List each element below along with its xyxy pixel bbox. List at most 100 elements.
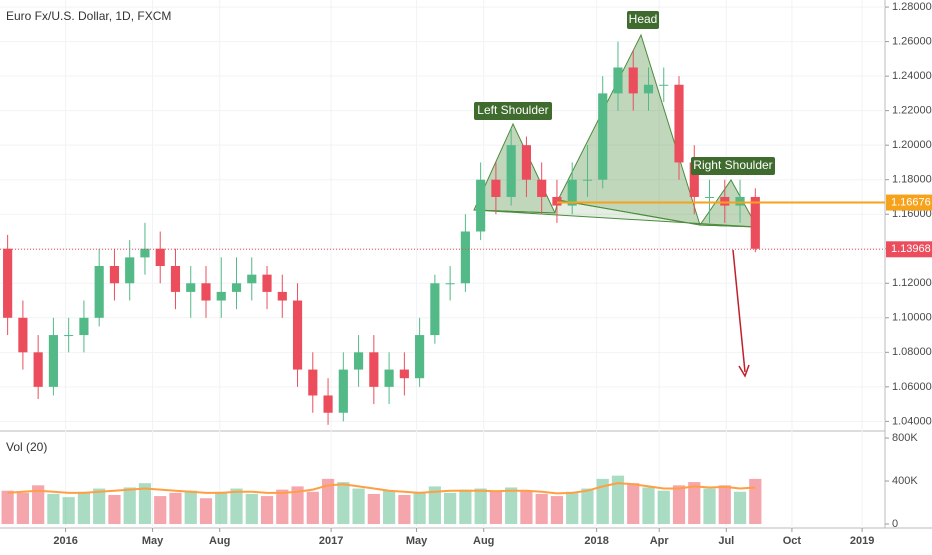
volume-bar — [733, 491, 747, 525]
axes: 1.040001.060001.080001.100001.120001.140… — [53, 1, 932, 547]
y-tick-label: 1.04000 — [892, 415, 932, 427]
volume-bar — [596, 478, 609, 525]
volume-bar — [489, 491, 503, 525]
candle-body — [109, 266, 120, 284]
volume-bar — [123, 487, 136, 525]
price-level-label: 1.16676 — [891, 196, 931, 208]
x-tick-label: May — [406, 535, 428, 547]
candle-body — [18, 317, 28, 353]
y-tick-label: 1.08000 — [892, 346, 932, 358]
candle-body — [476, 179, 486, 232]
volume-bar — [215, 491, 228, 525]
volume-panel — [1, 475, 762, 525]
candle-body — [582, 179, 593, 181]
volume-bar — [550, 496, 564, 525]
candle-body — [613, 67, 623, 94]
volume-bar — [138, 483, 152, 525]
vol-tick-label: 0 — [892, 518, 898, 530]
candle-body — [598, 93, 608, 180]
candle-body — [445, 283, 455, 285]
candle-body — [750, 196, 760, 249]
volume-bar — [688, 482, 701, 525]
volume-bar — [321, 478, 335, 525]
volume-bar — [260, 496, 274, 525]
volume-bar — [505, 487, 518, 525]
volume-ma — [7, 482, 756, 495]
x-tick-label: 2018 — [584, 535, 608, 547]
target-arrow — [732, 249, 746, 373]
volume-bar — [642, 487, 655, 525]
volume-bar — [245, 493, 258, 525]
volume-bar — [154, 496, 167, 525]
candle-body — [369, 352, 379, 387]
candle-body — [216, 291, 226, 301]
y-tick-label: 1.26000 — [892, 36, 932, 48]
volume-bar — [474, 488, 487, 525]
target-arrow-head — [738, 364, 750, 378]
candle-body — [643, 84, 654, 94]
candle-body — [704, 196, 715, 198]
volume-bar — [459, 489, 472, 525]
y-tick-label: 1.12000 — [892, 277, 932, 289]
y-tick-label: 1.28000 — [892, 1, 932, 13]
candle-body — [201, 283, 211, 301]
candle-body — [308, 369, 318, 396]
x-tick-label: Oct — [783, 535, 802, 547]
y-tick-label: 1.16000 — [892, 208, 932, 220]
price-level-box — [886, 194, 932, 211]
left-shoulder-label: Left Shoulder — [477, 103, 548, 117]
volume-bar — [581, 488, 594, 525]
candle-body — [323, 395, 333, 413]
y-tick-label: 1.06000 — [892, 381, 932, 393]
candle-body — [399, 369, 409, 379]
candle-body — [537, 179, 547, 197]
y-tick-label: 1.20000 — [892, 139, 932, 151]
price-level-label: 1.13968 — [891, 243, 931, 255]
volume-bar — [428, 486, 441, 525]
candle-body — [384, 369, 394, 387]
candle-body — [186, 283, 196, 292]
candle-body — [430, 283, 440, 336]
volume-label: Vol (20) — [6, 440, 47, 454]
candle-body — [48, 335, 58, 387]
x-tick-label: Aug — [209, 535, 230, 547]
candle-body — [552, 196, 562, 206]
x-tick-label: Jul — [718, 535, 734, 547]
volume-bar — [672, 485, 686, 525]
candle-body — [720, 196, 730, 206]
overlay: Head Left Shoulder Right Shoulder Euro F… — [0, 9, 885, 454]
candle-body — [140, 248, 150, 258]
volume-bar — [352, 488, 365, 525]
volume-bar — [199, 498, 213, 525]
volume-bar — [413, 491, 426, 525]
candle-body — [247, 274, 257, 284]
candle-body — [3, 248, 13, 318]
label-box — [627, 11, 659, 29]
y-tick-label: 1.22000 — [892, 105, 932, 117]
candle-body — [33, 352, 43, 387]
y-tick-label: 1.24000 — [892, 70, 932, 82]
candle-body — [506, 145, 516, 197]
volume-bar — [62, 497, 75, 525]
right-shoulder-label: Right Shoulder — [693, 158, 772, 172]
volume-bar — [749, 478, 762, 525]
x-tick-label: 2016 — [53, 535, 77, 547]
volume-bar — [611, 475, 625, 525]
candle-body — [735, 196, 745, 206]
candle-body — [628, 67, 638, 94]
volume-bar — [184, 490, 197, 525]
volume-bar — [367, 493, 380, 525]
volume-bar — [230, 488, 243, 525]
volume-bar — [566, 491, 579, 525]
price-level-box — [886, 241, 932, 258]
volume-bar — [169, 492, 182, 525]
candle-body — [125, 257, 135, 284]
y-tick-label: 1.10000 — [892, 312, 932, 324]
candle-body — [567, 179, 577, 206]
candle-body — [674, 84, 684, 163]
volume-bar — [535, 493, 548, 525]
candle-body — [689, 162, 699, 197]
volume-bar — [520, 490, 533, 525]
candle-body — [521, 145, 531, 180]
candle-body — [338, 369, 348, 413]
